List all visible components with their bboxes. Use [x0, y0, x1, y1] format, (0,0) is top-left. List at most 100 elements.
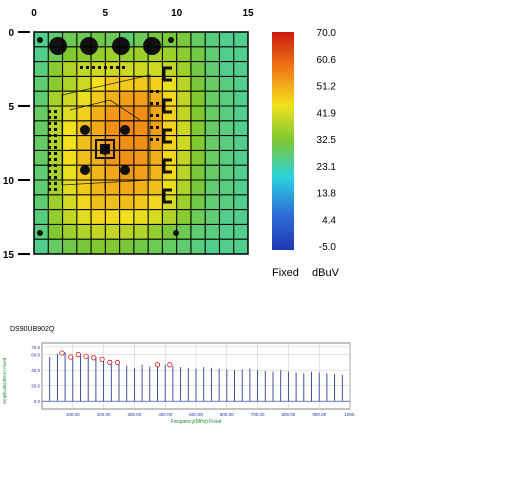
heatmap-cell — [176, 46, 192, 63]
heatmap-cell — [91, 194, 106, 211]
heatmap-cell — [34, 46, 49, 63]
spectrum-y-axis-label: Amplitude(dBuV) Fixed — [2, 357, 7, 404]
pcb-pad — [54, 182, 57, 185]
spectrum-peak-marker — [59, 350, 65, 356]
heatmap-cell — [62, 194, 78, 211]
heatmap-cell — [148, 224, 163, 240]
colorbar-label: 51.2 — [317, 82, 337, 93]
heatmap-cell — [205, 106, 221, 122]
pcb-pad — [150, 114, 153, 117]
pcb-pad — [150, 102, 153, 105]
heatmap-cell — [34, 194, 49, 211]
heatmap-cell — [76, 150, 92, 166]
heatmap-cell — [190, 32, 206, 48]
heatmap-cell — [76, 61, 92, 77]
heatmap-cell — [34, 76, 49, 92]
heatmap-cell — [76, 239, 92, 254]
heatmap-cell — [205, 224, 221, 240]
heatmap-cell — [34, 150, 49, 166]
heatmap-cell — [219, 150, 235, 166]
heatmap-cell — [219, 106, 235, 122]
heatmap-cell — [176, 120, 192, 137]
heatmap-cell — [76, 194, 92, 211]
heatmap-cell — [119, 91, 135, 107]
heatmap-y-tick-label: 15 — [3, 250, 15, 261]
pcb-pad — [54, 116, 57, 119]
pcb-pad — [80, 66, 83, 69]
heatmap-cell — [176, 32, 192, 48]
heatmap-cell — [91, 165, 106, 181]
heatmap-cell — [91, 120, 106, 137]
heatmap-cell — [233, 180, 248, 196]
heatmap-cell — [205, 120, 221, 137]
heatmap-cell — [119, 106, 135, 122]
heatmap-x-tick-label: 10 — [171, 8, 183, 19]
heatmap-cell — [233, 106, 248, 122]
heatmap-cell — [34, 120, 49, 137]
spectrum-x-tick-label: 100.00 — [66, 412, 80, 417]
heatmap-cell — [176, 106, 192, 122]
heatmap-cell — [91, 106, 106, 122]
heatmap-cell — [148, 165, 163, 181]
heatmap-cell — [105, 224, 121, 240]
heatmap-cell — [233, 61, 248, 77]
heatmap-cell — [48, 135, 64, 151]
heatmap-cell — [219, 61, 235, 77]
heatmap-cell — [233, 165, 248, 181]
heatmap-cell — [205, 76, 221, 92]
spectrum-peak-marker — [114, 359, 121, 366]
heatmap-cell — [48, 209, 64, 225]
pcb-connector — [49, 37, 67, 55]
heatmap-cell — [190, 150, 206, 166]
heatmap-y-tick-label: 10 — [3, 176, 15, 187]
heatmap-cell — [205, 150, 221, 166]
heatmap-cell — [76, 224, 92, 240]
heatmap-cell — [34, 209, 49, 225]
pcb-via — [120, 165, 130, 175]
heatmap-cell — [219, 224, 235, 240]
heatmap-cell — [148, 76, 163, 92]
heatmap-cell — [48, 224, 64, 240]
heatmap-cell — [76, 106, 92, 122]
pcb-pad — [54, 176, 57, 179]
heatmap-cell — [219, 135, 235, 151]
heatmap-cell — [119, 209, 135, 225]
pcb-pad — [156, 126, 159, 129]
heatmap-cell — [233, 194, 248, 211]
heatmap-cell — [162, 209, 178, 225]
heatmap-cell — [62, 165, 78, 181]
pcb-connector — [143, 37, 161, 55]
pcb-pad — [122, 66, 125, 69]
heatmap-cell — [133, 165, 149, 181]
heatmap-cell — [205, 61, 221, 77]
heatmap-cell — [162, 239, 178, 254]
pcb-pad — [156, 114, 159, 117]
pcb-via — [80, 165, 90, 175]
heatmap-cell — [233, 209, 248, 225]
spectrum-y-tick-label: 60.0 — [31, 353, 40, 358]
heatmap-cell — [105, 180, 121, 196]
heatmap-cell — [133, 239, 149, 254]
heatmap-cell — [233, 76, 248, 92]
colorbar: 70.0 60.6 51.2 41.9 32.5 23.1 13.8 4.4 -5.0 Fixe… — [272, 28, 340, 279]
pcb-pad — [48, 110, 51, 113]
heatmap-cell — [119, 135, 135, 151]
pcb-via — [80, 125, 90, 135]
pcb-pad — [48, 122, 51, 125]
heatmap-cell — [91, 76, 106, 92]
heatmap-cell — [91, 61, 106, 77]
heatmap-cell — [219, 239, 235, 254]
pcb-pad — [48, 140, 51, 143]
colorbar-label: 23.1 — [317, 162, 337, 173]
heatmap-cell — [205, 32, 221, 48]
pcb-pad — [54, 146, 57, 149]
heatmap-cell — [105, 76, 121, 92]
pcb-pad — [92, 66, 95, 69]
pcb-pad — [54, 158, 57, 161]
pcb-pad — [48, 158, 51, 161]
pcb-pad — [48, 146, 51, 149]
heatmap-cell — [190, 239, 206, 254]
colorbar-label: 13.8 — [317, 189, 337, 200]
heatmap-cell — [162, 180, 178, 196]
